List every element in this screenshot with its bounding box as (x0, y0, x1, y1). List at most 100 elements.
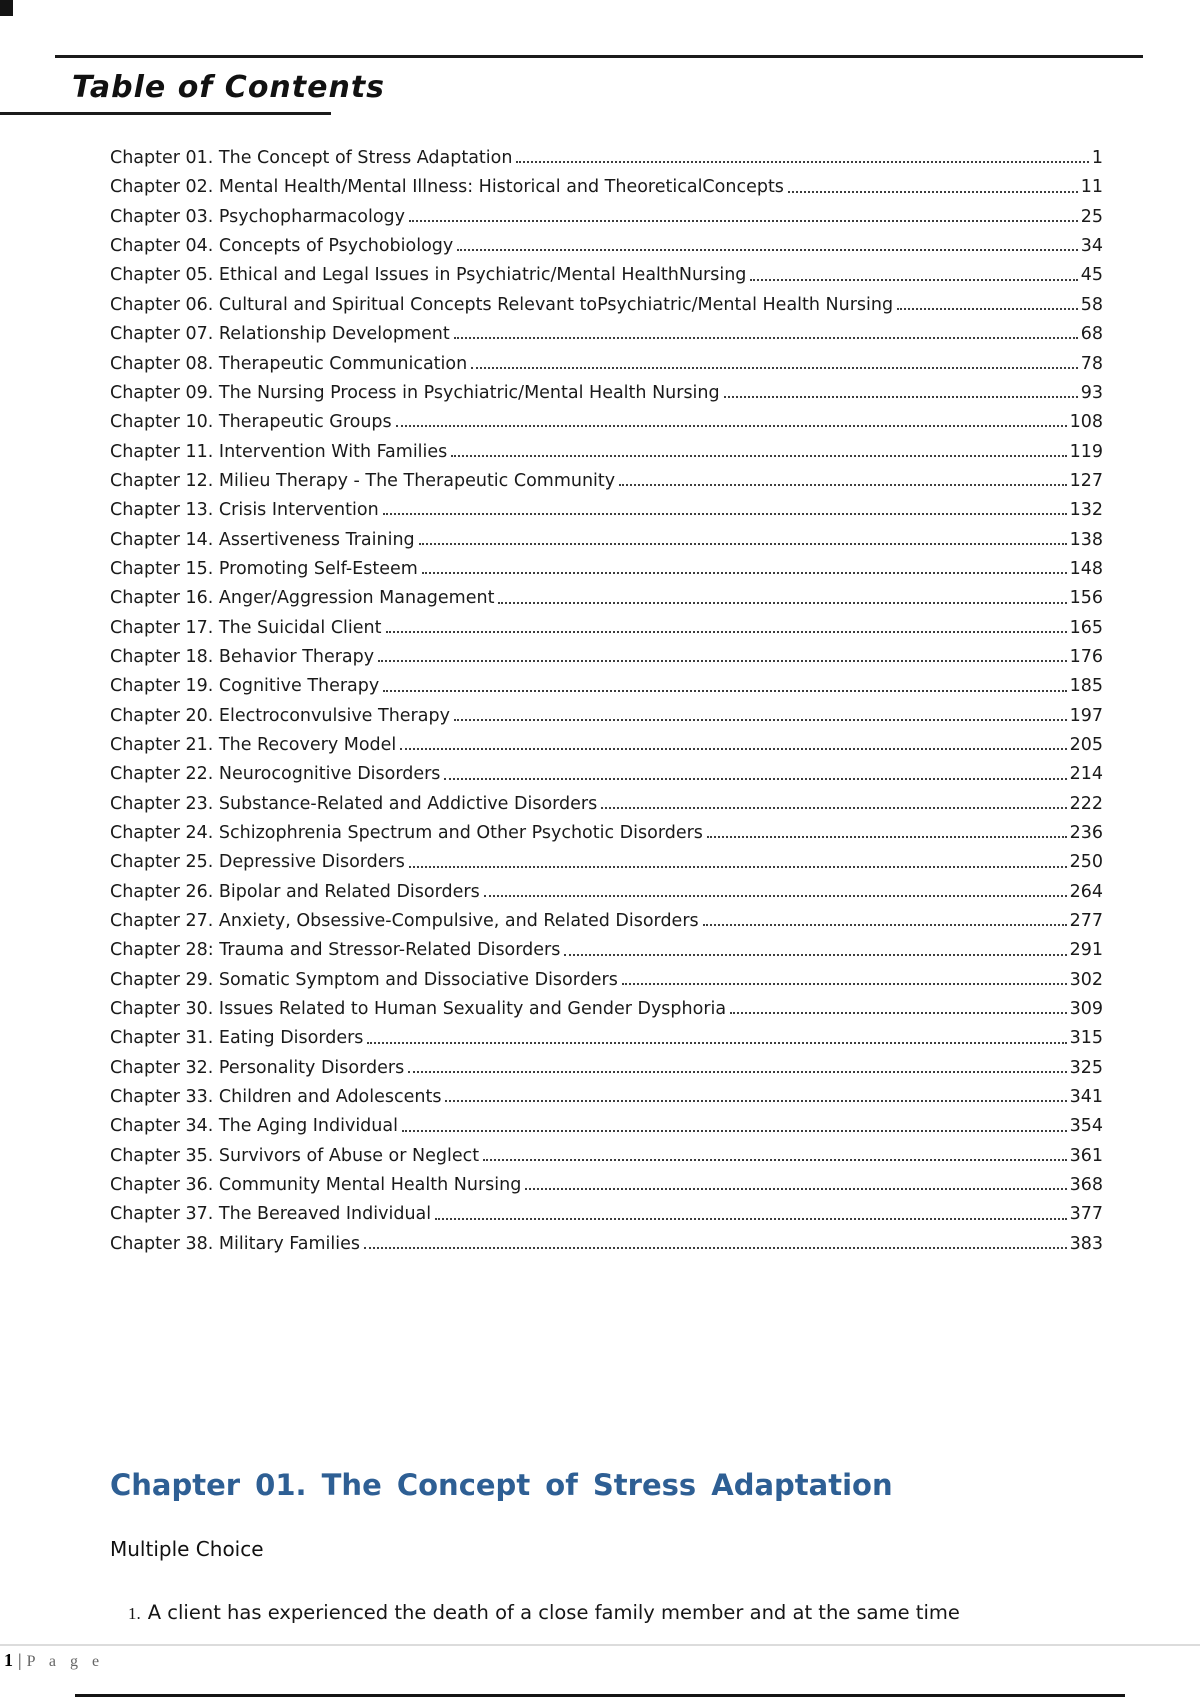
toc-entry-page-number: 108 (1069, 412, 1103, 433)
page-footer: 1 | P a g e (4, 1650, 104, 1671)
toc-entry-label: Chapter 12. Milieu Therapy - The Therape… (110, 470, 616, 491)
toc-entry-label: Chapter 10. Therapeutic Groups (110, 412, 392, 433)
dot-leader (619, 484, 1067, 487)
dot-leader (409, 220, 1078, 223)
toc-entry-label: Chapter 21. The Recovery Model (110, 734, 397, 755)
question-line: 1. A client has experienced the death of … (128, 1601, 960, 1624)
toc-entry-row: Chapter 09. The Nursing Process in Psych… (110, 374, 1103, 403)
footer-page-label: P a g e (26, 1653, 105, 1670)
toc-entry-page-number: 277 (1069, 911, 1103, 932)
toc-entry-row: Chapter 07. Relationship Development 68 (110, 315, 1103, 344)
toc-entry-row: Chapter 20. Electroconvulsive Therapy 19… (110, 697, 1103, 726)
toc-entry-label: Chapter 36. Community Mental Health Nurs… (110, 1175, 522, 1196)
toc-entry-row: Chapter 26. Bipolar and Related Disorder… (110, 873, 1103, 902)
toc-entry-row: Chapter 05. Ethical and Legal Issues in … (110, 256, 1103, 286)
toc-entry-label: Chapter 19. Cognitive Therapy (110, 676, 380, 697)
footer-divider (0, 1644, 1200, 1646)
dot-leader (453, 337, 1078, 340)
toc-entry-row: Chapter 23. Substance-Related and Addict… (110, 785, 1103, 814)
toc-entry-row: Chapter 18. Behavior Therapy 176 (110, 638, 1103, 667)
toc-entry-label: Chapter 29. Somatic Symptom and Dissocia… (110, 969, 618, 990)
toc-entry-label: Chapter 24. Schizophrenia Spectrum and O… (110, 823, 703, 843)
toc-entry-page-number: 377 (1069, 1204, 1103, 1225)
toc-entry-page-number: 315 (1069, 1028, 1103, 1049)
toc-entry-page-number: 34 (1080, 236, 1103, 257)
toc-entry-label: Chapter 35. Survivors of Abuse or Neglec… (110, 1145, 480, 1166)
toc-entry-page-number: 302 (1069, 969, 1103, 990)
toc-entry-row: Chapter 04. Concepts of Psychobiology 34 (110, 227, 1103, 256)
toc-entry-page-number: 291 (1069, 940, 1103, 961)
toc-entry-page-number: 1 (1091, 148, 1103, 169)
dot-leader (367, 1041, 1067, 1044)
toc-entry-label: Chapter 31. Eating Disorders (110, 1028, 364, 1049)
toc-entry-label: Chapter 07. Relationship Development (110, 324, 450, 345)
toc-entry-page-number: 185 (1069, 676, 1103, 697)
dot-leader (483, 894, 1067, 897)
dot-leader (451, 454, 1067, 457)
top-rule (55, 55, 1143, 58)
bottom-rule (75, 1694, 1125, 1697)
toc-entry-page-number: 93 (1080, 382, 1103, 403)
toc-entry-label: Chapter 17. The Suicidal Client (110, 617, 382, 638)
toc-entry-row: Chapter 10. Therapeutic Groups 108 (110, 403, 1103, 432)
dot-leader (471, 366, 1078, 369)
toc-entry-page-number: 214 (1069, 764, 1103, 785)
toc-entry-page-number: 325 (1069, 1057, 1103, 1078)
dot-leader (453, 718, 1067, 721)
question-number: 1. (128, 1604, 141, 1623)
chapter-heading: Chapter 01. The Concept of Stress Adapta… (110, 1468, 893, 1502)
toc-entry-row: Chapter 27. Anxiety, Obsessive-Compulsiv… (110, 902, 1103, 931)
toc-entry-page-number: 250 (1069, 852, 1103, 873)
toc-entry-label: Chapter 27. Anxiety, Obsessive-Compulsiv… (110, 911, 699, 932)
toc-entry-label: Chapter 15. Promoting Self-Esteem (110, 558, 418, 579)
toc-entry-label: Chapter 38. Military Families (110, 1233, 361, 1254)
toc-entry-page-number: 58 (1080, 294, 1103, 315)
toc-entry-page-number: 127 (1069, 470, 1103, 491)
toc-entry-label: Chapter 06. Cultural and Spiritual Conce… (110, 294, 894, 315)
toc-entry-row: Chapter 33. Children and Adolescents 341 (110, 1078, 1103, 1107)
toc-entry-row: Chapter 34. The Aging Individual 354 (110, 1107, 1103, 1137)
toc-entry-page-number: 138 (1069, 529, 1103, 550)
toc-entry-page-number: 222 (1069, 793, 1103, 814)
dot-leader (516, 161, 1089, 164)
toc-entry-row: Chapter 24. Schizophrenia Spectrum and O… (110, 814, 1103, 843)
toc-entry-page-number: 341 (1069, 1087, 1103, 1108)
toc-entry-page-number: 165 (1069, 617, 1103, 638)
toc-entry-page-number: 205 (1069, 734, 1103, 755)
toc-entry-label: Chapter 03. Psychopharmacology (110, 206, 406, 227)
dot-leader (421, 572, 1067, 575)
toc-entry-row: Chapter 37. The Bereaved Individual 377 (110, 1195, 1103, 1225)
toc-entry-label: Chapter 20. Electroconvulsive Therapy (110, 705, 450, 726)
toc-entry-label: Chapter 05. Ethical and Legal Issues in … (110, 265, 747, 286)
toc-entry-row: Chapter 12. Milieu Therapy - The Therape… (110, 462, 1103, 491)
dot-leader (395, 425, 1067, 428)
question-text: A client has experienced the death of a … (147, 1601, 960, 1624)
title-underline (0, 112, 331, 115)
toc-entry-row: Chapter 15. Promoting Self-Esteem 148 (110, 550, 1103, 579)
dot-leader (498, 601, 1067, 604)
dot-leader (408, 865, 1067, 868)
toc-entry-label: Chapter 34. The Aging Individual (110, 1116, 398, 1137)
toc-entry-label: Chapter 26. Bipolar and Related Disorder… (110, 881, 480, 902)
dot-leader (750, 278, 1078, 281)
dot-leader (364, 1247, 1067, 1250)
toc-entry-label: Chapter 18. Behavior Therapy (110, 646, 375, 667)
toc-entry-page-number: 78 (1080, 353, 1103, 374)
corner-artifact (0, 0, 13, 16)
dot-leader (787, 190, 1078, 193)
toc-entry-label: Chapter 13. Crisis Intervention (110, 500, 379, 521)
toc-entry-label: Chapter 23. Substance-Related and Addict… (110, 793, 598, 814)
toc-entry-label: Chapter 28: Trauma and Stressor-Related … (110, 940, 561, 961)
toc-entry-row: Chapter 30. Issues Related to Human Sexu… (110, 990, 1103, 1019)
footer-separator: | (18, 1650, 22, 1670)
toc-entry-row: Chapter 11. Intervention With Families 1… (110, 432, 1103, 462)
toc-entry-row: Chapter 17. The Suicidal Client 165 (110, 609, 1103, 638)
footer-page-number: 1 (4, 1650, 13, 1670)
dot-leader (378, 660, 1067, 663)
toc-entry-page-number: 148 (1069, 558, 1103, 579)
toc-entry-row: Chapter 21. The Recovery Model 205 (110, 726, 1103, 755)
dot-leader (702, 924, 1067, 927)
toc-entry-row: Chapter 02. Mental Health/Mental Illness… (110, 168, 1103, 198)
dot-leader (444, 777, 1067, 780)
